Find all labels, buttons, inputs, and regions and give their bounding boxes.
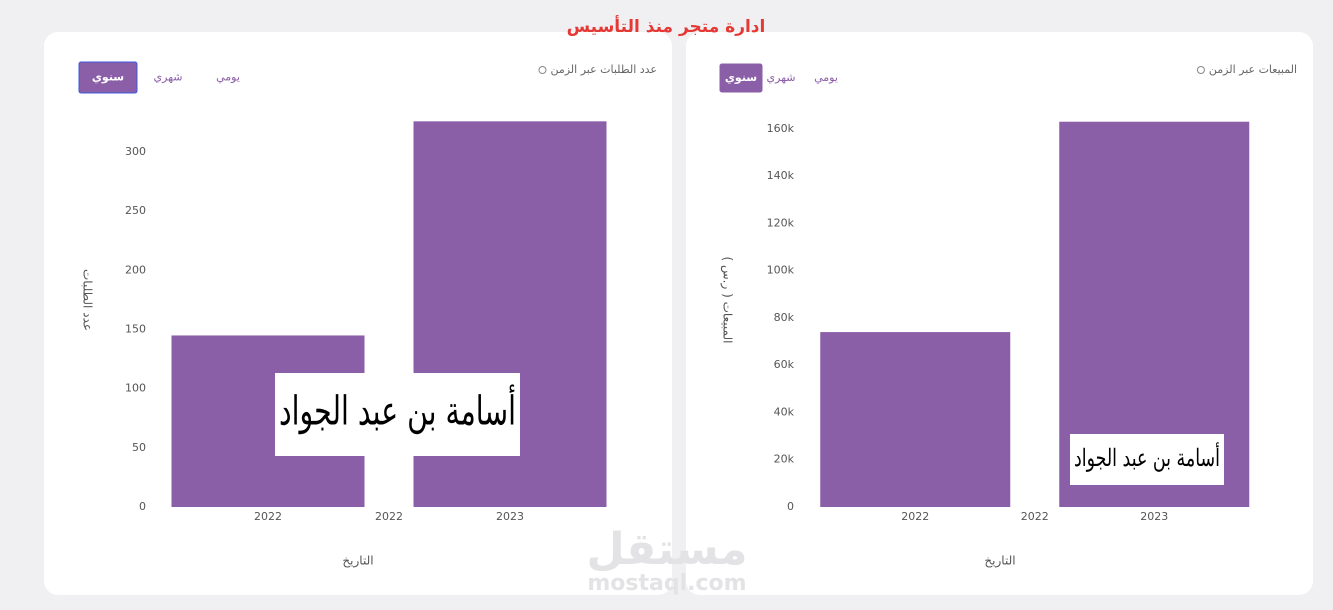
- y-tick-label: 60k: [774, 358, 795, 371]
- tab-active[interactable]: [719, 63, 763, 93]
- x-tick-label: 2023: [1140, 510, 1168, 523]
- site-watermark: مستقل: [587, 524, 748, 575]
- y-tick-label: 250: [125, 204, 146, 217]
- y-tick-label: 0: [787, 500, 794, 513]
- tab-active[interactable]: [78, 61, 138, 94]
- y-tick-label: 120k: [767, 216, 795, 229]
- y-axis-title: المبيعات ( ر.س ): [720, 257, 735, 344]
- panel-title: المبيعات عبر الزمن: [1209, 63, 1297, 76]
- x-tick-label: 2022: [254, 510, 282, 523]
- y-tick-label: 200: [125, 263, 146, 276]
- page-title: ادارة متجر منذ التأسيس: [567, 15, 766, 37]
- y-tick-label: 150: [125, 323, 146, 336]
- tab[interactable]: شهري: [154, 71, 183, 84]
- y-tick-label: 80k: [774, 311, 795, 324]
- watermark: أسامة بن عبد الجواد: [279, 384, 516, 435]
- tab[interactable]: يومي: [814, 71, 838, 84]
- panel-title: عدد الطلبات عبر الزمن: [550, 63, 657, 76]
- y-tick-label: 50: [132, 441, 146, 454]
- tab[interactable]: سنوي: [92, 71, 124, 84]
- x-axis-title: التاريخ: [342, 554, 373, 569]
- y-tick-label: 160k: [767, 122, 795, 135]
- y-tick-label: 40k: [774, 405, 795, 418]
- y-tick-label: 100k: [767, 264, 795, 277]
- x-tick-label: 2022: [901, 510, 929, 523]
- watermark: أسامة بن عبد الجواد: [1074, 441, 1220, 472]
- watermark-box: [1070, 434, 1224, 485]
- x-tick-label: 2022: [375, 510, 403, 523]
- y-tick-label: 100: [125, 382, 146, 395]
- x-tick-label: 2022: [1021, 510, 1049, 523]
- tab[interactable]: شهري: [767, 71, 796, 84]
- site-watermark: mostaql.com: [587, 571, 746, 596]
- y-tick-label: 300: [125, 145, 146, 158]
- info-icon: [1196, 66, 1205, 74]
- tab[interactable]: يومي: [216, 71, 240, 84]
- x-tick-label: 2023: [496, 510, 524, 523]
- y-tick-label: 0: [139, 500, 146, 513]
- bar: [820, 332, 1011, 507]
- info-icon: [538, 66, 547, 74]
- y-tick-label: 20k: [774, 453, 795, 466]
- y-tick-label: 140k: [767, 169, 795, 182]
- y-axis-title: عدد الطلبات: [81, 269, 95, 331]
- tab[interactable]: سنوي: [725, 71, 757, 84]
- watermark-box: [275, 373, 520, 456]
- x-axis-title: التاريخ: [984, 554, 1015, 569]
